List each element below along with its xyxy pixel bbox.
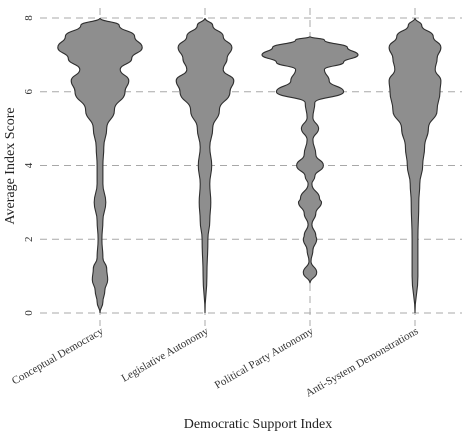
- violin-4: [388, 17, 442, 314]
- x-tick-label: Anti-System Demonstrations: [304, 325, 421, 399]
- violin-2: [175, 17, 235, 314]
- x-tick-label: Conceptual Democracy: [10, 325, 106, 387]
- x-axis-title: Democratic Support Index: [184, 417, 333, 432]
- y-tick-label: 8: [23, 15, 35, 21]
- y-tick-label: 0: [23, 310, 35, 316]
- y-tick-label: 6: [23, 89, 35, 95]
- x-tick-label: Legislative Autonomy: [120, 325, 211, 385]
- violin-3: [261, 35, 359, 284]
- y-tick-label: 4: [23, 162, 35, 168]
- y-tick-label: 2: [23, 237, 35, 243]
- violins: [57, 17, 442, 314]
- violin-1: [57, 17, 143, 314]
- y-axis-title: Average Index Score: [3, 107, 18, 224]
- x-tick-label: Political Party Autonomy: [213, 325, 316, 392]
